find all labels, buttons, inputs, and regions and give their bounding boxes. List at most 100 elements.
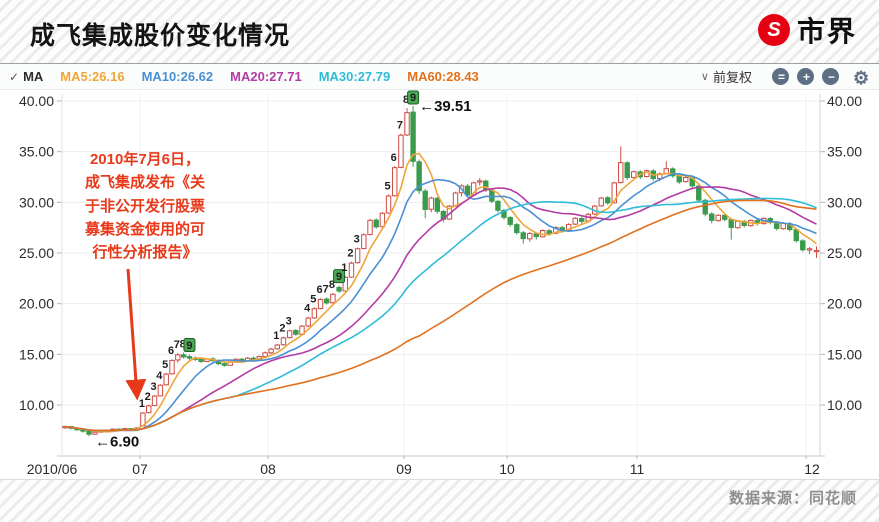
event-marker: 1 <box>341 262 347 274</box>
ma-legend-item-ma30[interactable]: MA30:27.79 <box>318 69 391 84</box>
svg-text:35.00: 35.00 <box>19 144 54 160</box>
price-callout: ←39.51 <box>419 98 472 115</box>
event-marker: 9 <box>410 92 416 104</box>
candle <box>157 384 164 397</box>
event-marker: 6 <box>391 152 397 164</box>
event-marker: 3 <box>354 234 360 246</box>
candle <box>379 212 386 228</box>
candle <box>268 347 274 354</box>
logo-s-glyph: S <box>767 18 781 41</box>
candle <box>806 247 813 254</box>
annotation-line: 成飞集成发布《关 <box>84 174 205 192</box>
event-marker: 1 <box>139 398 145 410</box>
adjust-mode-label[interactable]: 前复权 <box>712 70 752 85</box>
event-marker: 9 <box>336 271 342 283</box>
candle <box>146 404 152 414</box>
event-marker: 3 <box>150 381 156 393</box>
candle <box>605 196 611 205</box>
event-marker: 9 <box>186 340 192 352</box>
event-marker: 5 <box>162 359 168 371</box>
event-marker: 4 <box>156 370 163 382</box>
candle <box>722 213 728 222</box>
candle <box>527 232 533 242</box>
candle <box>598 196 604 207</box>
ma-legend-item-ma20[interactable]: MA20:27.71 <box>230 69 302 84</box>
ma-label[interactable]: MA <box>23 69 44 84</box>
candle <box>507 216 513 227</box>
y-axis-labels: 40.00 40.00 35.00 35.00 30.00 30.00 25.00 25.00… <box>19 93 862 413</box>
candle <box>180 352 187 359</box>
svg-text:25.00: 25.00 <box>827 245 862 261</box>
candle <box>709 212 715 224</box>
svg-text:30.00: 30.00 <box>827 194 862 210</box>
candle <box>520 231 526 244</box>
candle <box>92 431 98 435</box>
candle <box>361 233 367 250</box>
gear-icon: ⚙ <box>853 68 870 88</box>
svg-text:20.00: 20.00 <box>827 296 862 312</box>
event-marker: 6 <box>316 284 322 296</box>
svg-text:2010/06: 2010/06 <box>27 461 78 477</box>
equals-icon: = <box>778 69 786 84</box>
candle <box>342 275 348 292</box>
event-marker: 4 <box>304 303 311 315</box>
kline-plot-area: 40.00 40.00 35.00 35.00 30.00 30.00 25.00 25.00… <box>0 90 879 479</box>
event-marker: 2 <box>347 248 353 260</box>
ma-check-icon[interactable]: ✓ <box>9 69 20 84</box>
candle <box>293 329 299 336</box>
kline-chart-panel: ✓ MA MA5:26.16 MA10:26.62 MA20:27.71 MA3… <box>0 63 879 480</box>
candle <box>813 246 820 258</box>
ma-legend-item-ma10[interactable]: MA10:26.62 <box>141 69 214 84</box>
event-marker: 2 <box>145 391 151 403</box>
candle <box>354 247 361 264</box>
settings-button[interactable]: ⚙ <box>847 68 870 88</box>
ma-legend-item-ma5[interactable]: MA5:26.16 <box>60 69 125 84</box>
svg-text:09: 09 <box>396 461 412 477</box>
zoom-out-button[interactable]: − <box>822 68 839 85</box>
event-marker: 8 <box>329 279 335 291</box>
svg-text:30.00: 30.00 <box>19 194 54 210</box>
event-marker: 5 <box>310 293 316 305</box>
candle <box>416 159 422 195</box>
kline-svg: 40.00 40.00 35.00 35.00 30.00 30.00 25.00 25.00… <box>19 90 862 477</box>
reset-zoom-button[interactable]: = <box>772 68 789 85</box>
candle <box>163 372 169 386</box>
annotation-note: 2010年7月6日， 成飞集成发布《关 于非公开发行股票 募集资金使用的可 行性… <box>52 148 238 264</box>
kline-toolbar: ✓ MA MA5:26.16 MA10:26.62 MA20:27.71 MA3… <box>0 64 879 90</box>
shijie-logo: S 市界 <box>757 10 857 50</box>
candle <box>800 239 806 252</box>
candle <box>422 188 428 219</box>
candle <box>404 108 410 137</box>
candle <box>631 170 637 179</box>
svg-text:25.00: 25.00 <box>19 245 54 261</box>
zoom-in-button[interactable]: + <box>797 68 814 85</box>
candle <box>464 184 471 198</box>
page-title: 成飞集成股价变化情况 <box>30 22 291 50</box>
svg-text:11: 11 <box>630 461 645 477</box>
ma-line-ma60 <box>64 199 817 432</box>
event-marker: 7 <box>174 339 180 351</box>
candle <box>86 430 92 437</box>
candle <box>151 395 158 407</box>
ma-legend-item-ma60[interactable]: MA60:28.43 <box>407 69 479 84</box>
event-marker: 7 <box>323 283 329 295</box>
candle <box>715 214 721 222</box>
svg-text:40.00: 40.00 <box>19 93 54 109</box>
candle <box>262 351 268 358</box>
candle <box>169 359 175 375</box>
candle <box>385 194 392 214</box>
ma-line-ma10 <box>64 172 817 432</box>
event-marker: 2 <box>279 323 285 335</box>
candle <box>477 178 483 186</box>
candle <box>572 217 578 226</box>
annotation-line: 行性分析报告》 <box>92 244 198 261</box>
svg-text:10: 10 <box>499 461 515 477</box>
event-marker: 8 <box>403 94 409 106</box>
candle <box>663 161 669 175</box>
svg-text:07: 07 <box>132 461 148 477</box>
event-marker-badge <box>407 90 420 105</box>
axis-layer <box>57 94 825 459</box>
svg-text:10.00: 10.00 <box>19 397 54 413</box>
candle <box>305 316 311 327</box>
